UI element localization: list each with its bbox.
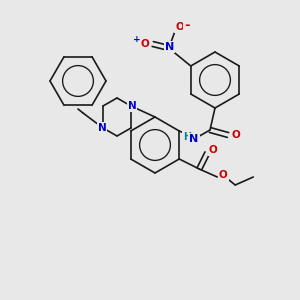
Text: N: N <box>98 123 106 133</box>
Text: O: O <box>219 170 228 180</box>
Text: O: O <box>209 145 218 155</box>
Text: N: N <box>189 134 199 144</box>
Text: O: O <box>176 22 184 32</box>
Text: O: O <box>232 130 240 140</box>
Text: N: N <box>128 101 136 111</box>
Text: -: - <box>184 20 190 32</box>
Text: O: O <box>140 39 149 49</box>
Text: +: + <box>133 34 141 43</box>
Text: N: N <box>165 42 174 52</box>
Text: H: H <box>183 132 191 142</box>
